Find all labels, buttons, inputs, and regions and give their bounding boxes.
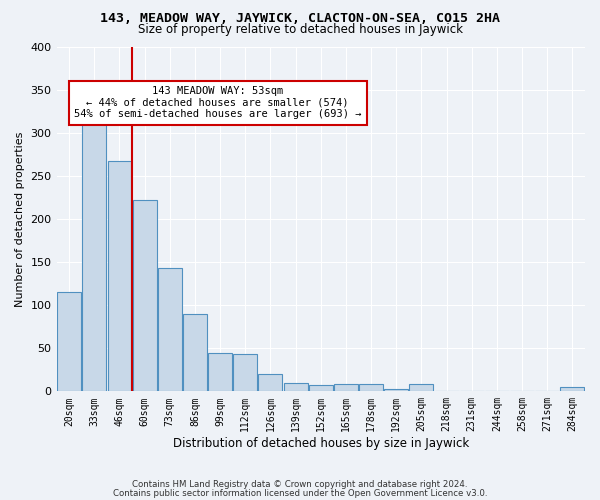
Y-axis label: Number of detached properties: Number of detached properties	[15, 131, 25, 306]
Text: Contains HM Land Registry data © Crown copyright and database right 2024.: Contains HM Land Registry data © Crown c…	[132, 480, 468, 489]
Text: Size of property relative to detached houses in Jaywick: Size of property relative to detached ho…	[137, 22, 463, 36]
Bar	[359, 384, 383, 392]
Bar	[233, 354, 257, 392]
Bar	[385, 388, 408, 392]
Bar	[57, 292, 81, 392]
Bar	[133, 200, 157, 392]
Bar	[334, 384, 358, 392]
X-axis label: Distribution of detached houses by size in Jaywick: Distribution of detached houses by size …	[173, 437, 469, 450]
Text: Contains public sector information licensed under the Open Government Licence v3: Contains public sector information licen…	[113, 488, 487, 498]
Bar	[259, 374, 283, 392]
Bar	[208, 352, 232, 392]
Bar	[284, 382, 308, 392]
Bar	[82, 104, 106, 392]
Bar	[309, 386, 333, 392]
Text: 143, MEADOW WAY, JAYWICK, CLACTON-ON-SEA, CO15 2HA: 143, MEADOW WAY, JAYWICK, CLACTON-ON-SEA…	[100, 12, 500, 24]
Bar	[409, 384, 433, 392]
Bar	[158, 268, 182, 392]
Bar	[183, 314, 207, 392]
Bar	[560, 387, 584, 392]
Text: 143 MEADOW WAY: 53sqm
← 44% of detached houses are smaller (574)
54% of semi-det: 143 MEADOW WAY: 53sqm ← 44% of detached …	[74, 86, 361, 120]
Bar	[107, 161, 131, 392]
